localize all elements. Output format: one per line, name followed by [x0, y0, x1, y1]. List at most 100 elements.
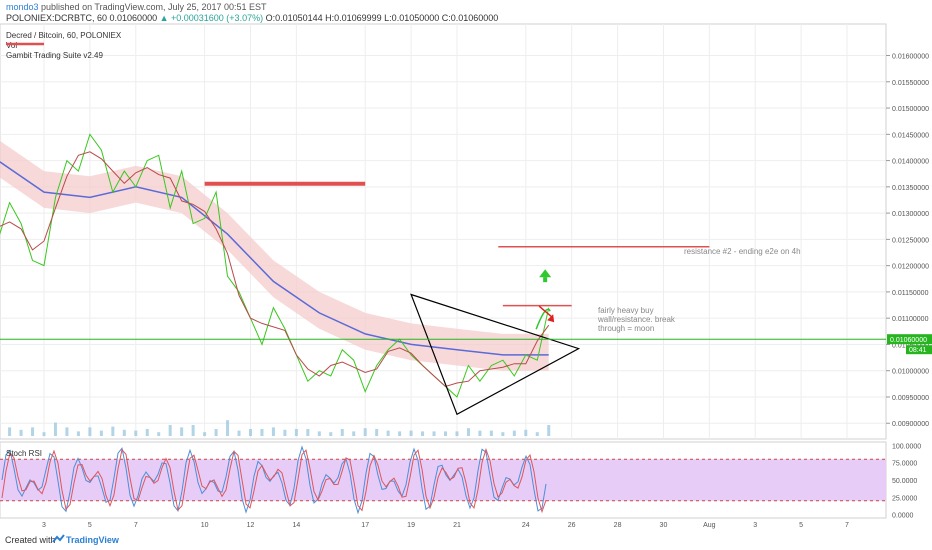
volume-bar	[31, 427, 35, 436]
volume-bar	[180, 427, 184, 436]
last-price-label: 0.01060000	[890, 337, 927, 344]
footer: Created with TradingView	[0, 530, 932, 550]
price-tick-label: 0.01000000	[892, 369, 929, 376]
arrows	[535, 269, 555, 330]
buywall-note-2: wall/resistance. break	[597, 315, 676, 324]
stoch-axis[interactable]: 100.0000 75.0000 50.0000 25.0000 0.0000	[892, 443, 921, 519]
price-path	[0, 133, 550, 398]
author-link[interactable]: mondo3	[6, 2, 39, 12]
down-arrow-line	[538, 305, 553, 318]
series-title: Decred / Bitcoin, 60, POLONIEX	[6, 31, 122, 40]
stoch-tick-label: 0.0000	[892, 513, 914, 520]
volume-bar	[214, 429, 218, 436]
volume-bar	[352, 431, 356, 436]
time-tick-label: 5	[799, 522, 803, 529]
volume-bar	[444, 431, 447, 436]
volume-bar	[283, 429, 287, 436]
countdown-tag	[906, 345, 932, 355]
stoch-tick-label: 100.0000	[892, 443, 921, 450]
time-tick-label: 3	[753, 522, 757, 529]
volume-bar	[271, 427, 275, 436]
symbol-line: POLONIEX:DCRBTC, 60	[6, 13, 108, 23]
volume-bar	[88, 427, 92, 436]
volume-bar	[134, 430, 138, 436]
time-tick-label: Aug	[703, 522, 716, 529]
volume-bar	[294, 429, 298, 436]
volume-bar	[237, 430, 241, 436]
volume-bar	[512, 430, 516, 436]
ichimoku-cloud	[0, 140, 549, 371]
down-arrow-icon	[547, 314, 555, 323]
volume-bar	[203, 432, 207, 436]
volume-bar	[489, 430, 493, 436]
price-tick-label: 0.01100000	[892, 316, 929, 323]
time-tick-label: 7	[845, 522, 849, 529]
price-tick-label: 0.01150000	[892, 290, 929, 297]
volume-bar	[409, 430, 413, 436]
time-tick-label: 3	[42, 522, 46, 529]
stoch-title: Stoch RSI	[6, 449, 42, 458]
volume-bar	[260, 429, 264, 436]
time-tick-label: 21	[453, 522, 461, 529]
volume-bar	[340, 429, 344, 436]
countdown-label: 08:41	[909, 347, 927, 354]
volume-bar	[398, 431, 402, 436]
volume-bar	[547, 425, 551, 436]
stoch-tick-label: 75.0000	[892, 461, 917, 468]
volume-bar	[363, 428, 367, 436]
time-tick-label: 30	[660, 522, 668, 529]
volume-bar	[145, 429, 149, 436]
moving-average-line	[0, 160, 549, 356]
price-tick-label: 0.01350000	[892, 185, 929, 192]
volume-bar	[168, 425, 172, 436]
volume-bar	[76, 431, 80, 436]
buywall-note-1: fairly heavy buy	[598, 306, 654, 315]
annotation-lines	[204, 181, 710, 307]
stoch-band	[0, 459, 886, 501]
time-tick-label: 26	[568, 522, 576, 529]
last-price-tag	[887, 334, 932, 345]
time-tick-label: 10	[201, 522, 209, 529]
volume-bar	[111, 426, 115, 436]
tradingview-brand[interactable]: TradingView	[66, 535, 119, 545]
price-pane	[0, 23, 887, 440]
time-tick-label: 14	[292, 522, 300, 529]
volume-bar	[386, 430, 390, 436]
volume-bar	[248, 429, 252, 436]
ohlc-values: O:0.01050144 H:0.01069999 L:0.01050000 C…	[263, 13, 499, 23]
up-arrow-stem	[543, 277, 548, 283]
chart-header: mondo3 published on TradingView.com, Jul…	[0, 0, 932, 24]
ohlc-info: POLONIEX:DCRBTC, 60 0.01060000 ▲ +0.0003…	[6, 13, 498, 23]
volume-bar	[535, 432, 539, 436]
stoch-tick-label: 50.0000	[892, 478, 917, 485]
volume-bar	[226, 420, 230, 436]
triangle-pattern	[410, 293, 581, 416]
moving-average-path	[0, 160, 549, 356]
last-price-marker: 0.01060000 08:41	[0, 334, 932, 355]
stoch-rsi-plot	[0, 445, 886, 515]
volume-bar	[455, 431, 459, 436]
price-line	[0, 133, 550, 398]
price-tick-label: 0.00950000	[892, 395, 929, 402]
volume-label: Vol	[6, 41, 17, 50]
time-tick-label: 12	[247, 522, 255, 529]
up-arrow-icon	[539, 269, 552, 278]
volume-bar	[8, 427, 12, 436]
volume-bars	[8, 420, 551, 436]
volume-bar	[329, 432, 333, 436]
time-tick-label: 7	[134, 522, 138, 529]
stoch-d-line	[1, 447, 547, 514]
price-tick-label: 0.01600000	[892, 54, 929, 61]
volume-bar	[99, 430, 103, 436]
time-axis[interactable]: 3 5 7 10 12 14 17 19 21 24 26 28 30 Aug 3 5 7	[42, 522, 849, 529]
stoch-tick-label: 25.0000	[892, 495, 917, 502]
price-tick-label: 0.01500000	[892, 106, 929, 113]
time-tick-label: 24	[522, 522, 530, 529]
time-tick-label: 5	[88, 522, 92, 529]
price-axis[interactable]: 0.009000000.009500000.010000000.01050000…	[886, 54, 929, 429]
volume-bar	[478, 430, 482, 436]
smoothed-price-path	[0, 151, 550, 388]
change-text: ▲ +0.00031600 (+3.07%)	[159, 13, 264, 23]
volume-bar	[65, 427, 69, 436]
